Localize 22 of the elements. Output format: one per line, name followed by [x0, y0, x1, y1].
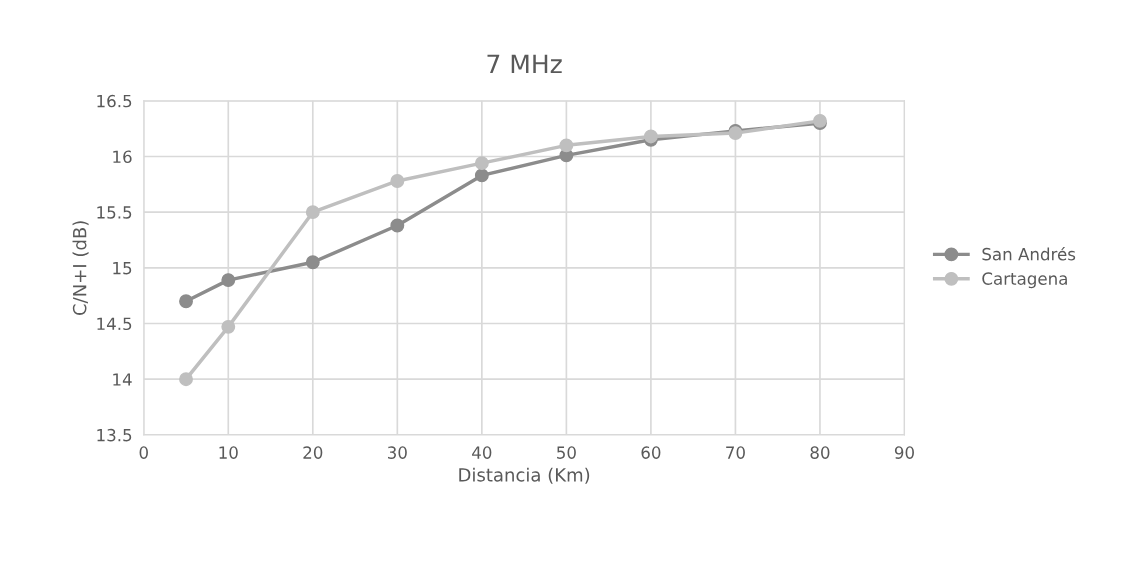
- x-tick-label: 80: [810, 446, 830, 459]
- x-tick-label: 30: [388, 446, 407, 459]
- y-tick-label: 14: [113, 373, 132, 386]
- y-tick-label: 15.5: [97, 206, 132, 219]
- x-tick-label: 70: [726, 446, 745, 459]
- x-axis-title: Distancia (Km): [459, 467, 590, 484]
- y-tick-label: 16.5: [97, 94, 132, 108]
- legend-label: Cartagena: [982, 272, 1067, 289]
- y-tick-label: 16: [113, 150, 132, 164]
- x-tick-label: 20: [303, 446, 323, 459]
- x-tick-label: 0: [139, 446, 148, 459]
- x-tick-label: 10: [219, 446, 238, 459]
- y-tick-label: 14.5: [97, 317, 132, 331]
- x-tick-label: 90: [894, 446, 914, 459]
- y-tick-label: 15: [113, 262, 132, 275]
- y-tick-label: 13.5: [97, 428, 132, 442]
- x-tick-label: 40: [472, 446, 492, 459]
- x-tick-label: 50: [557, 446, 576, 459]
- y-axis-title: C/N+I (dB): [72, 221, 89, 315]
- x-tick-label: 60: [641, 446, 661, 459]
- legend-label: San Andrés: [982, 246, 1076, 261]
- chart-title: 7 MHz: [487, 54, 562, 74]
